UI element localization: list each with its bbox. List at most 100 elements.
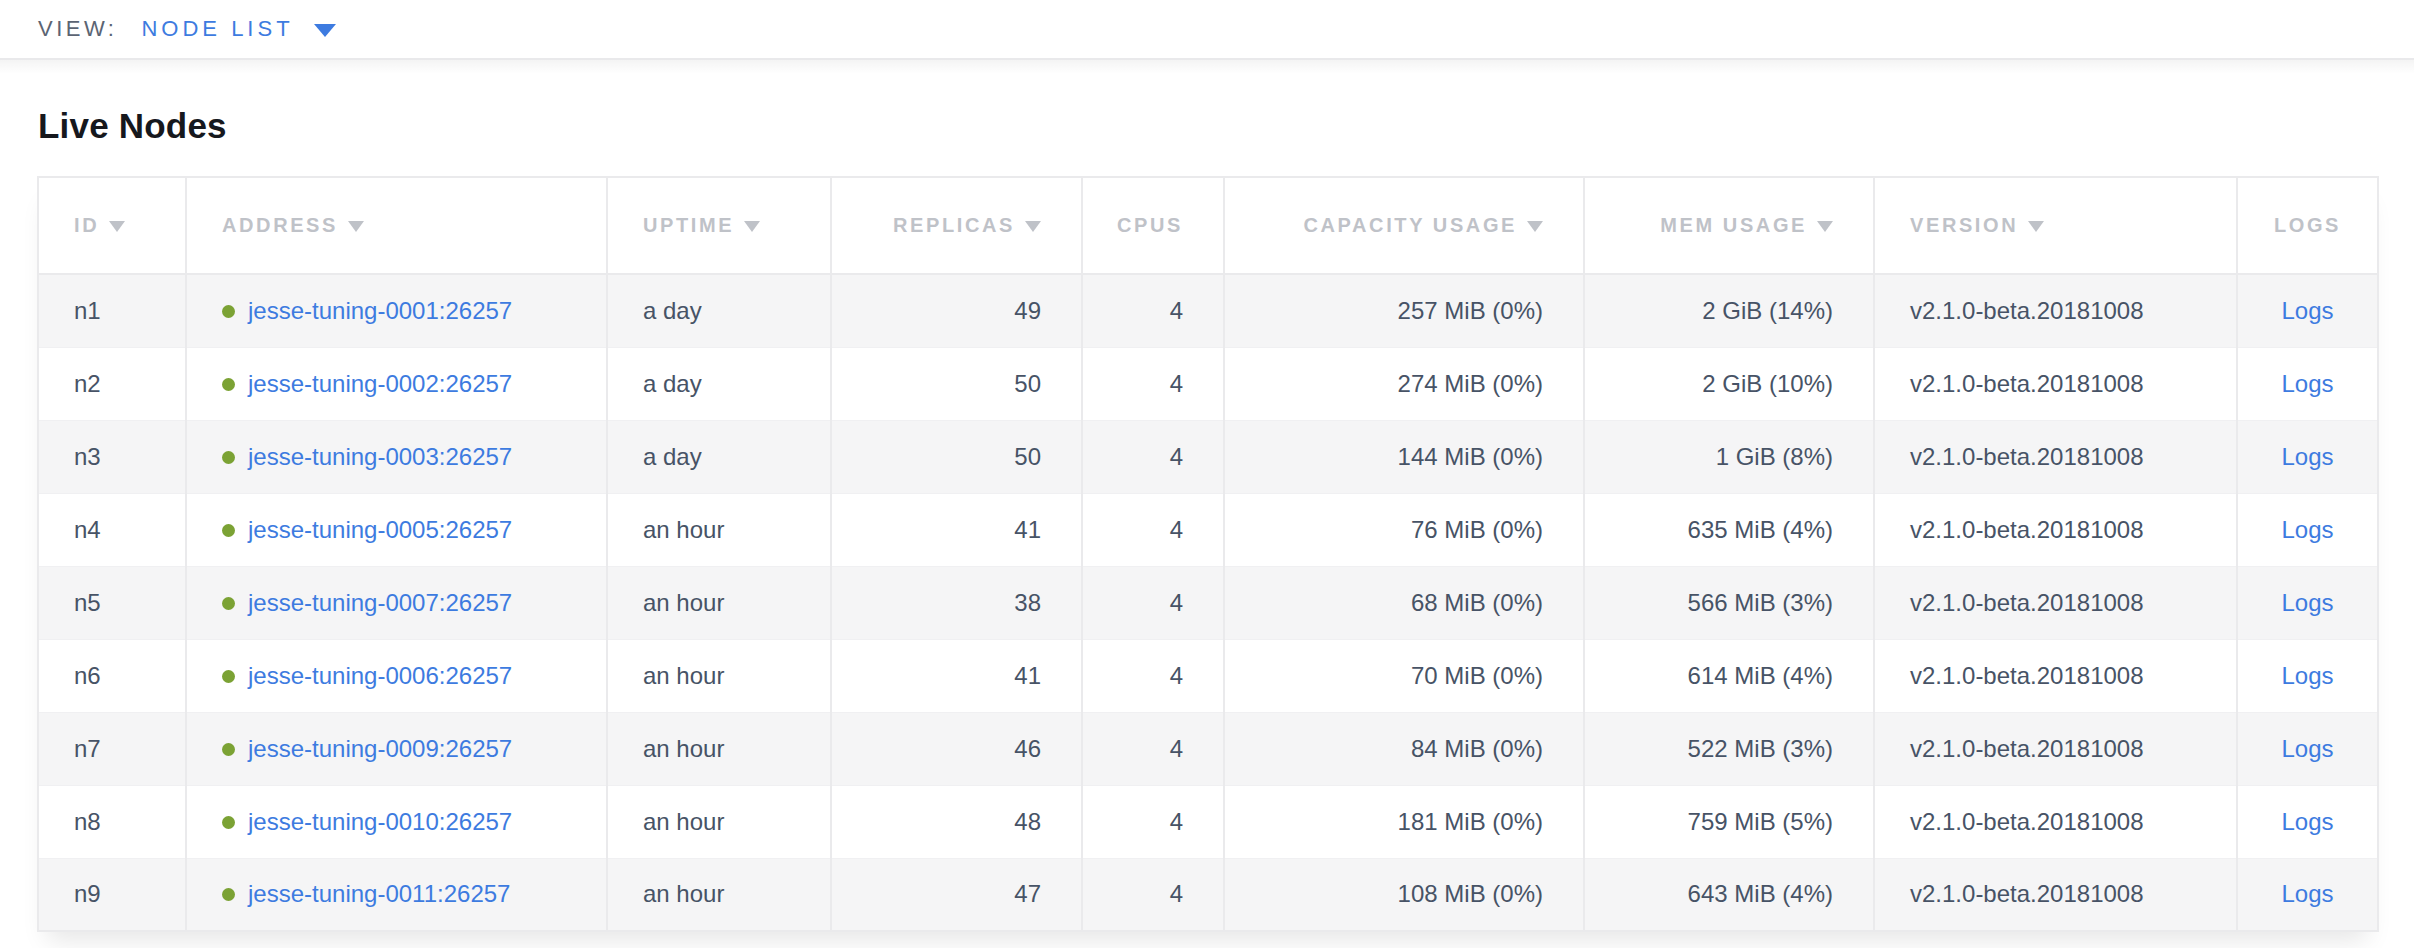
cell-value-capacity: 68 MiB (0%) xyxy=(1411,589,1543,616)
cell-value-capacity: 181 MiB (0%) xyxy=(1398,808,1543,835)
cell-id: n4 xyxy=(38,493,186,566)
cell-value-cpus: 4 xyxy=(1170,808,1183,835)
cell-mem: 635 MiB (4%) xyxy=(1584,493,1874,566)
cell-address: jesse-tuning-0007:26257 xyxy=(186,566,607,639)
cell-cpus: 4 xyxy=(1082,712,1224,785)
cell-value-id: n3 xyxy=(74,443,101,470)
cell-value-replicas: 41 xyxy=(1014,662,1041,689)
cell-value-id: n9 xyxy=(74,880,101,907)
node-row-n4: n4 jesse-tuning-0005:26257 an hour 41 4 76 Mi… xyxy=(38,493,2378,566)
node-address-link[interactable]: jesse-tuning-0009:26257 xyxy=(248,735,512,762)
column-header-uptime[interactable]: UPTIME xyxy=(607,177,831,274)
cell-capacity: 84 MiB (0%) xyxy=(1224,712,1584,785)
cell-version: v2.1.0-beta.20181008 xyxy=(1874,712,2237,785)
node-address-link[interactable]: jesse-tuning-0007:26257 xyxy=(248,589,512,616)
cell-value-capacity: 274 MiB (0%) xyxy=(1398,370,1543,397)
cell-value-id: n8 xyxy=(74,808,101,835)
cell-value-capacity: 76 MiB (0%) xyxy=(1411,516,1543,543)
node-address-link[interactable]: jesse-tuning-0005:26257 xyxy=(248,516,512,543)
node-logs-link[interactable]: Logs xyxy=(2281,735,2333,762)
node-health-dot-icon xyxy=(222,743,235,756)
sort-caret-icon xyxy=(1025,221,1041,232)
sort-caret-icon xyxy=(744,221,760,232)
cell-uptime: a day xyxy=(607,420,831,493)
view-selected-value[interactable]: NODE LIST xyxy=(141,16,293,42)
cell-replicas: 38 xyxy=(831,566,1082,639)
column-header-version[interactable]: VERSION xyxy=(1874,177,2237,274)
column-header-replicas[interactable]: REPLICAS xyxy=(831,177,1082,274)
live-nodes-table-container: IDADDRESS UPTIME REPLICASCPUSCAPACITY USAG… xyxy=(37,176,2377,932)
cell-id: n1 xyxy=(38,274,186,347)
cell-mem: 759 MiB (5%) xyxy=(1584,785,1874,858)
node-row-n2: n2jesse-tuning-0002:26257a day504274 MiB… xyxy=(38,347,2378,420)
column-header-label: MEM USAGE xyxy=(1660,214,1807,236)
cell-cpus: 4 xyxy=(1082,347,1224,420)
cell-replicas: 47 xyxy=(831,858,1082,931)
cell-value-cpus: 4 xyxy=(1170,516,1183,543)
cell-value-mem: 759 MiB (5%) xyxy=(1688,808,1833,835)
cell-logs: Logs xyxy=(2237,274,2378,347)
table-header-row: IDADDRESS UPTIME REPLICASCPUSCAPACITY USAG… xyxy=(38,177,2378,274)
cell-value-replicas: 47 xyxy=(1014,880,1041,907)
cell-replicas: 41 xyxy=(831,493,1082,566)
cell-capacity: 257 MiB (0%) xyxy=(1224,274,1584,347)
sort-caret-icon xyxy=(1527,221,1543,232)
cell-value-id: n1 xyxy=(74,297,101,324)
column-header-label: UPTIME xyxy=(643,214,734,236)
node-row-n7: n7jesse-tuning-0009:26257an hour46484 Mi… xyxy=(38,712,2378,785)
cell-uptime: a day xyxy=(607,274,831,347)
node-address-link[interactable]: jesse-tuning-0002:26257 xyxy=(248,370,512,397)
node-address-link[interactable]: jesse-tuning-0001:26257 xyxy=(248,297,512,324)
node-address-link[interactable]: jesse-tuning-0003:26257 xyxy=(248,443,512,470)
cell-value-uptime: a day xyxy=(643,443,702,470)
cell-value-id: n5 xyxy=(74,589,101,616)
cell-value-uptime: an hour xyxy=(643,880,724,907)
column-header-id[interactable]: ID xyxy=(38,177,186,274)
cell-mem: 1 GiB (8%) xyxy=(1584,420,1874,493)
sort-caret-icon xyxy=(2028,221,2044,232)
node-logs-link[interactable]: Logs xyxy=(2281,808,2333,835)
column-header-cpus: CPUS xyxy=(1082,177,1224,274)
cell-value-uptime: a day xyxy=(643,370,702,397)
cell-capacity: 274 MiB (0%) xyxy=(1224,347,1584,420)
cell-value-capacity: 108 MiB (0%) xyxy=(1398,880,1543,907)
node-health-dot-icon xyxy=(222,524,235,537)
cell-value-uptime: an hour xyxy=(643,516,724,543)
cell-uptime: an hour xyxy=(607,566,831,639)
cell-uptime: an hour xyxy=(607,858,831,931)
node-logs-link[interactable]: Logs xyxy=(2281,443,2333,470)
node-address-link[interactable]: jesse-tuning-0010:26257 xyxy=(248,808,512,835)
node-address-link[interactable]: jesse-tuning-0011:26257 xyxy=(248,880,510,907)
node-logs-link[interactable]: Logs xyxy=(2281,589,2333,616)
cell-value-cpus: 4 xyxy=(1170,735,1183,762)
sort-caret-icon xyxy=(109,221,125,232)
node-logs-link[interactable]: Logs xyxy=(2281,880,2333,907)
view-selector-dropdown[interactable]: NODE LIST xyxy=(141,16,335,42)
cell-value-capacity: 144 MiB (0%) xyxy=(1398,443,1543,470)
node-address-link[interactable]: jesse-tuning-0006:26257 xyxy=(248,662,512,689)
cell-value-mem: 522 MiB (3%) xyxy=(1688,735,1833,762)
cell-value-uptime: a day xyxy=(643,297,702,324)
cell-version: v2.1.0-beta.20181008 xyxy=(1874,639,2237,712)
cell-address: jesse-tuning-0002:26257 xyxy=(186,347,607,420)
node-row-n6: n6jesse-tuning-0006:26257an hour41470 Mi… xyxy=(38,639,2378,712)
cell-value-capacity: 84 MiB (0%) xyxy=(1411,735,1543,762)
cell-value-mem: 635 MiB (4%) xyxy=(1688,516,1833,543)
node-logs-link[interactable]: Logs xyxy=(2281,516,2333,543)
cell-replicas: 50 xyxy=(831,347,1082,420)
node-logs-link[interactable]: Logs xyxy=(2281,662,2333,689)
cell-value-uptime: an hour xyxy=(643,735,724,762)
cell-cpus: 4 xyxy=(1082,858,1224,931)
column-header-mem[interactable]: MEM USAGE xyxy=(1584,177,1874,274)
cell-version: v2.1.0-beta.20181008 xyxy=(1874,420,2237,493)
column-header-address[interactable]: ADDRESS xyxy=(186,177,607,274)
cell-version: v2.1.0-beta.20181008 xyxy=(1874,493,2237,566)
cell-version: v2.1.0-beta.20181008 xyxy=(1874,858,2237,931)
cell-mem: 522 MiB (3%) xyxy=(1584,712,1874,785)
column-header-capacity[interactable]: CAPACITY USAGE xyxy=(1224,177,1584,274)
node-logs-link[interactable]: Logs xyxy=(2281,370,2333,397)
cell-cpus: 4 xyxy=(1082,274,1224,347)
cell-address: jesse-tuning-0009:26257 xyxy=(186,712,607,785)
cell-uptime: an hour xyxy=(607,712,831,785)
node-logs-link[interactable]: Logs xyxy=(2281,297,2333,324)
